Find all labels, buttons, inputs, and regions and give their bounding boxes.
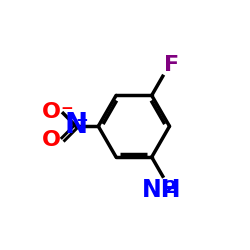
- Text: N: N: [64, 111, 88, 139]
- Text: O: O: [42, 102, 61, 122]
- Text: O: O: [42, 130, 61, 150]
- Text: NH: NH: [142, 178, 182, 202]
- Text: +: +: [75, 113, 88, 128]
- Text: −: −: [60, 101, 73, 116]
- Text: 2: 2: [164, 179, 176, 197]
- Text: F: F: [164, 55, 179, 75]
